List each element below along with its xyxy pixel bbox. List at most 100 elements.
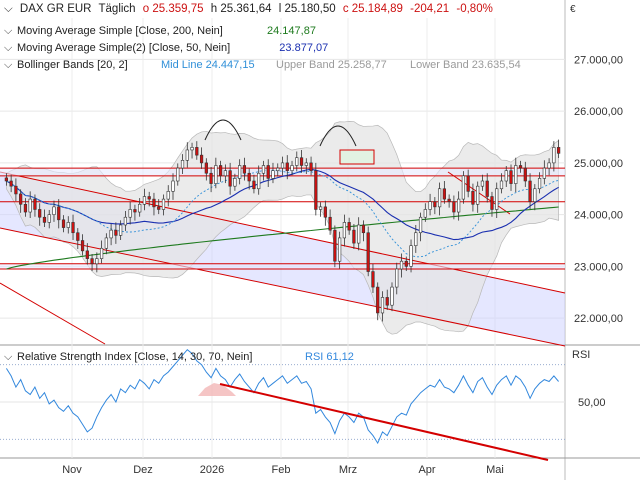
rsi-legend-chevron-icon: ⌵ [4,351,13,363]
candle-body [4,177,8,182]
candle-body [380,297,385,314]
candle-body [66,222,70,228]
candle-body [552,147,556,164]
candle-body [314,170,318,210]
candle-body [476,185,480,205]
candle-body [47,214,51,223]
candle-body [385,297,389,306]
top-arc-left [204,119,242,141]
candle-body [518,165,523,169]
support-zone-fill [0,263,565,269]
candle-body [261,165,266,174]
candle-body [485,180,489,197]
chart-header: ⌵ DAX GR EUR Täglich o 25.359,75 h 25.36… [0,0,497,18]
candle-body [323,206,327,218]
candle-body [404,260,408,267]
candle-body [447,198,451,202]
candle-body [209,172,213,184]
candle-body [299,157,304,166]
rsi-overbought-fill [198,383,236,396]
candle-body [495,188,499,210]
open-value: o 25.359,75 [142,3,204,15]
candle-body [157,206,161,210]
candle-body [61,219,66,228]
candle-body [166,191,170,200]
candle-body [442,188,446,200]
candle-body [176,167,180,182]
sma50-legend-chevron-icon: ⌵ [4,42,13,54]
candle-body [252,180,256,190]
candle-body [371,271,375,288]
candle-body [461,175,466,200]
candle-body [342,222,346,239]
bollinger-legend-chevron-icon: ⌵ [4,59,13,71]
bollinger-legend-label: Bollinger Bands [20, 2] [17,59,128,71]
candle-body [23,203,28,213]
candle-body [90,258,94,265]
candle-body [99,247,104,259]
candle-body [414,232,418,246]
top-arc-right [319,125,357,147]
sma200-legend-value: 24.147,87 [267,25,316,37]
target-box [339,149,375,165]
candle-body [133,209,137,213]
candle-body [428,201,432,210]
candle-body [271,170,275,179]
candle-body [490,196,494,210]
candle-body [290,165,294,171]
candle-body [242,165,247,174]
candle-body [452,201,456,213]
candle-body [195,147,199,156]
candle-body [280,162,285,169]
candle-body [504,170,508,182]
candle-body [214,165,218,184]
candle-body [390,286,394,306]
low-value: l 25.180,50 [278,3,336,15]
time-tick-label: Dez [133,464,153,476]
time-tick-label: Nov [62,464,82,476]
channel-outer-line [0,282,106,345]
candle-body [171,180,175,192]
candle-body [114,229,118,236]
candle-body [276,167,280,171]
sma200-legend-chevron-icon: ⌵ [4,25,13,37]
period-label: Täglich [98,3,136,15]
candle-body [533,188,537,202]
candle-body [52,206,56,215]
instrument-name: DAX GR EUR [19,3,92,15]
rsi-trend-line [219,383,549,461]
candle-body [399,260,404,270]
candle-body [28,198,32,213]
rsi-legend-label: Relative Strength Index [Close, 14, 30, … [17,351,252,363]
candle-body [185,149,189,161]
candle-body [147,196,151,200]
candle-body [42,216,47,223]
candle-body [547,162,551,169]
sma200-line [6,206,559,270]
candle-body [480,180,485,187]
candle-body [542,167,546,179]
candle-body [238,165,242,179]
candle-body [85,250,89,259]
candle-body [457,198,461,213]
candle-body [57,206,61,221]
bollinger-upper-value: Upper Band 25.258,77 [276,59,387,71]
time-tick-label: Apr [418,464,435,476]
bollinger-mid-value: Mid Line 24.447,15 [161,59,255,71]
candle-body [499,180,504,190]
chevron-down-icon[interactable]: ⌵ [4,3,13,15]
candle-body [199,154,204,164]
candle-body [285,162,289,171]
candle-body [128,209,132,218]
candle-body [76,232,80,241]
candle-body [180,160,185,169]
candle-body [119,224,123,236]
change-value: -204,21 [410,3,450,15]
price-tick-label: 27.000,00 [574,54,623,66]
candle-body [38,209,42,218]
channel-upper-line [0,171,566,294]
change-percent: -0,80% [456,3,493,15]
candle-body [509,170,513,184]
